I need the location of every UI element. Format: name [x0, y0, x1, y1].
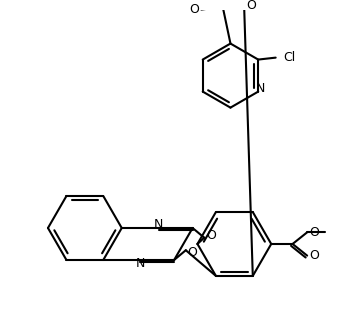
Text: N: N — [154, 217, 163, 231]
Text: O: O — [309, 249, 319, 262]
Text: O: O — [188, 246, 197, 259]
Text: O: O — [190, 3, 200, 16]
Text: O: O — [206, 229, 216, 242]
Text: O: O — [246, 0, 256, 12]
Text: O: O — [309, 226, 319, 239]
Text: N: N — [135, 257, 145, 270]
Text: Cl: Cl — [284, 51, 296, 64]
Text: N: N — [256, 82, 265, 95]
